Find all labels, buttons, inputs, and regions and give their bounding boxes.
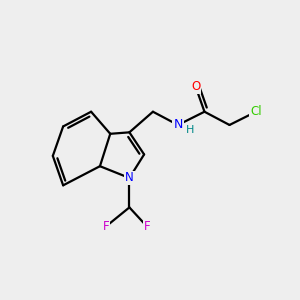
- Text: F: F: [144, 220, 150, 233]
- Text: O: O: [191, 80, 200, 93]
- Text: N: N: [173, 118, 183, 131]
- Text: Cl: Cl: [250, 105, 262, 118]
- Text: N: N: [125, 172, 134, 184]
- Text: H: H: [186, 125, 195, 135]
- Text: F: F: [103, 220, 109, 233]
